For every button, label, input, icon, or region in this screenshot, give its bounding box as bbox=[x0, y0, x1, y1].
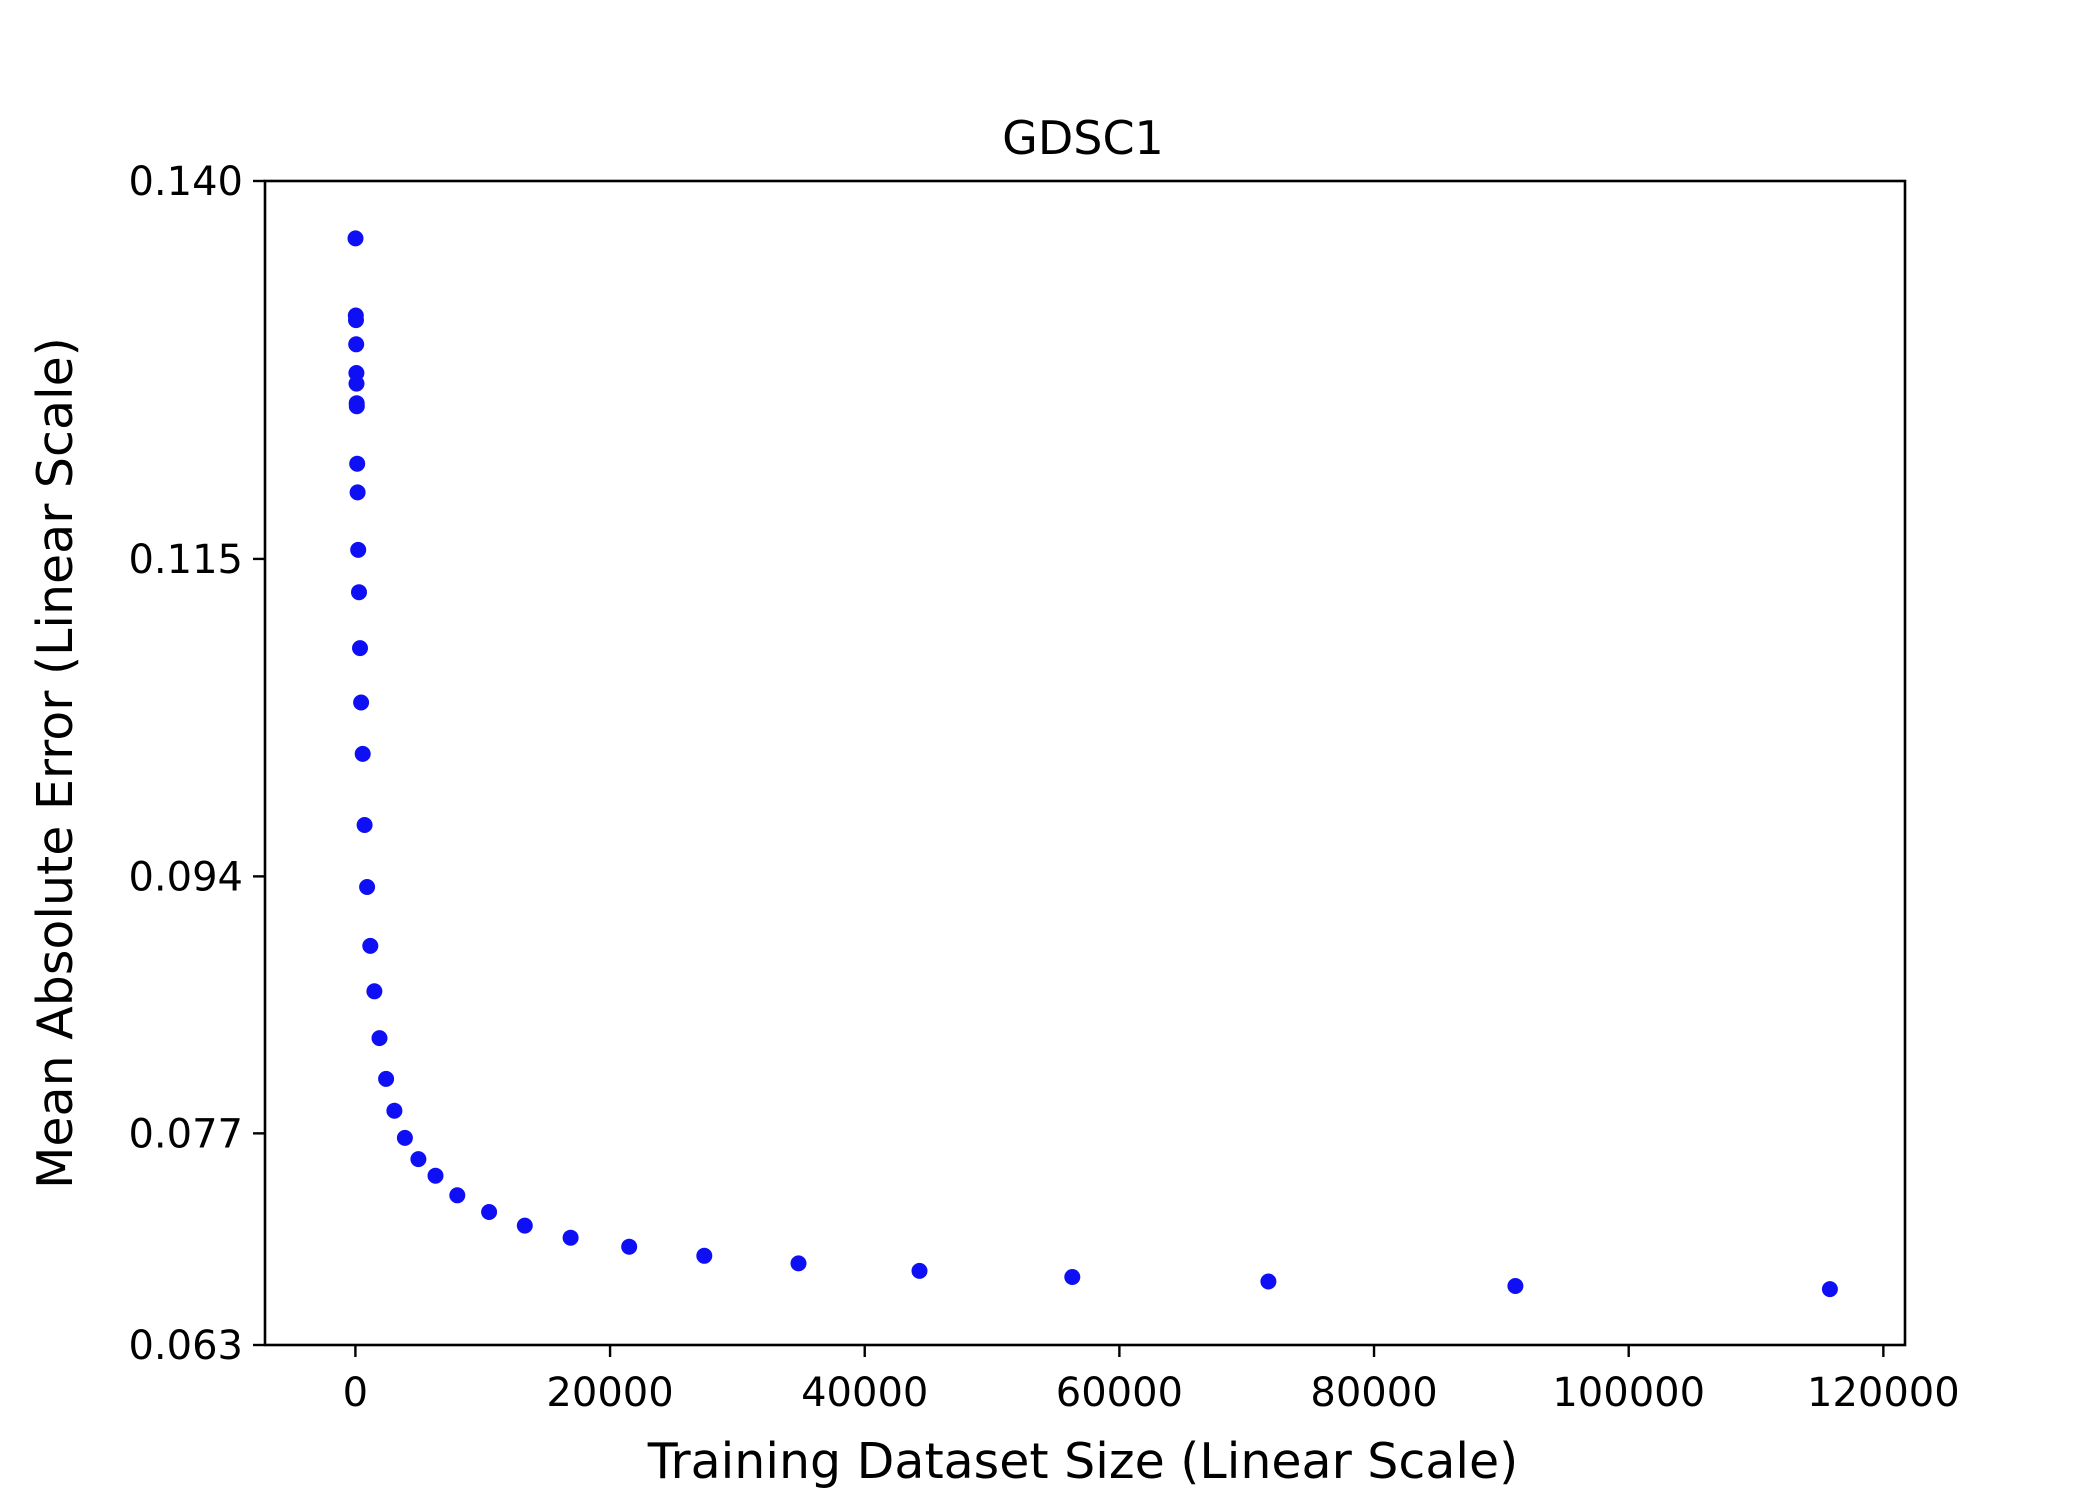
data-point bbox=[352, 640, 368, 657]
data-point bbox=[696, 1247, 713, 1264]
data-point bbox=[1064, 1269, 1081, 1285]
x-tick-label: 40000 bbox=[801, 1370, 928, 1416]
data-point bbox=[348, 336, 365, 353]
chart-title: GDSC1 bbox=[1002, 111, 1164, 165]
y-axis-label: Mean Absolute Error (Linear Scale) bbox=[27, 337, 84, 1189]
data-point bbox=[449, 1187, 466, 1204]
x-tick-label: 120000 bbox=[1807, 1370, 1960, 1416]
plot-frame bbox=[263, 179, 1907, 1347]
x-axis-label: Training Dataset Size (Linear Scale) bbox=[647, 1433, 1518, 1490]
x-axis-ticks: 0 20000 40000 60000 80000 100000 120000 bbox=[343, 1345, 1960, 1416]
data-point bbox=[359, 879, 376, 895]
data-point bbox=[348, 398, 365, 415]
data-point bbox=[353, 694, 370, 711]
x-tick-label: 20000 bbox=[546, 1370, 673, 1416]
y-tick-label: 0.077 bbox=[128, 1111, 243, 1157]
data-point bbox=[356, 817, 373, 833]
data-points bbox=[347, 230, 1838, 1298]
data-point bbox=[1260, 1273, 1277, 1290]
data-point bbox=[396, 1129, 413, 1146]
data-point bbox=[790, 1255, 807, 1272]
data-point bbox=[516, 1217, 533, 1234]
y-axis-ticks: 0.063 0.077 0.094 0.115 0.140 bbox=[128, 159, 265, 1369]
data-point bbox=[1507, 1278, 1524, 1294]
data-point bbox=[378, 1070, 395, 1087]
x-tick-label: 100000 bbox=[1552, 1370, 1705, 1416]
data-point bbox=[481, 1204, 498, 1220]
y-tick-label: 0.094 bbox=[128, 854, 243, 900]
data-point bbox=[562, 1229, 579, 1246]
data-point bbox=[366, 983, 383, 1000]
y-tick-label: 0.140 bbox=[128, 159, 243, 205]
data-point bbox=[350, 541, 367, 558]
data-point bbox=[349, 455, 366, 472]
x-tick-label: 0 bbox=[343, 1370, 368, 1416]
data-point bbox=[410, 1151, 427, 1168]
data-point bbox=[348, 375, 365, 392]
data-point bbox=[371, 1030, 388, 1047]
data-point bbox=[348, 312, 364, 329]
data-point bbox=[1821, 1281, 1838, 1298]
data-point bbox=[386, 1102, 403, 1119]
data-point bbox=[911, 1262, 928, 1279]
data-point bbox=[349, 484, 366, 501]
x-tick-label: 80000 bbox=[1310, 1370, 1437, 1416]
data-point bbox=[362, 937, 379, 954]
y-tick-label: 0.063 bbox=[128, 1323, 243, 1369]
data-point bbox=[427, 1167, 444, 1184]
data-point bbox=[354, 745, 371, 762]
data-point bbox=[621, 1238, 638, 1255]
data-point bbox=[351, 584, 367, 601]
x-tick-label: 60000 bbox=[1056, 1370, 1183, 1416]
y-tick-label: 0.115 bbox=[128, 537, 243, 583]
data-point bbox=[347, 230, 364, 247]
